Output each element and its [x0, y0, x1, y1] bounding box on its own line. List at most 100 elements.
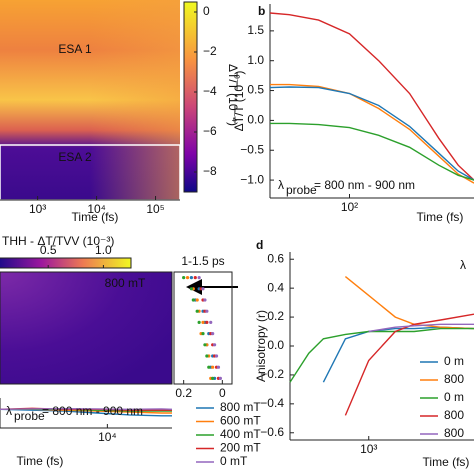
legend-label: 0 m — [444, 390, 464, 404]
scatter-point — [207, 365, 211, 369]
y-tick-label: 0.5 — [247, 83, 264, 97]
y-tick-label: 0.4 — [267, 280, 284, 294]
data-line — [0, 408, 172, 417]
scatter-point — [201, 332, 205, 336]
scatter-point — [195, 309, 199, 313]
x-tick-label: 10³ — [29, 202, 46, 216]
colorbar-tick-label: 1.0 — [95, 243, 112, 257]
x-tick-label: 10⁵ — [146, 202, 164, 216]
legend-label: 200 mT — [220, 441, 261, 455]
panel-label: d — [256, 238, 263, 252]
scatter-point — [191, 298, 195, 302]
heatmap-a-shade — [0, 0, 180, 200]
panel-title: 1-1.5 ps — [181, 254, 224, 268]
annotation: = 800 nm - 900 nm — [314, 178, 415, 192]
annotation: ESA 2 — [58, 150, 92, 164]
annotation: λ — [6, 404, 12, 418]
colorbar-label: ΔT/T (10⁻⁴) — [226, 64, 240, 126]
y-tick-label: 1.5 — [247, 23, 264, 37]
x-tick-label: 10⁴ — [87, 202, 106, 216]
colorbar-tick-label: 0.5 — [40, 243, 57, 257]
scatter-point — [216, 365, 221, 369]
colorbar-tick-label: 0 — [203, 4, 210, 18]
scatter-point — [189, 287, 193, 291]
x-tick-label: 10² — [341, 200, 358, 214]
y-tick-label: −0.6 — [260, 425, 284, 439]
annotation: ESA 1 — [58, 42, 92, 56]
x-axis-label: Time (fs) — [17, 454, 64, 468]
x-tick-label: 0.2 — [175, 386, 192, 400]
y-tick-label: 1.0 — [247, 53, 264, 67]
data-line — [270, 83, 474, 184]
x-axis-label: Time (fs) — [72, 210, 119, 224]
scatter-point — [185, 276, 190, 280]
x-axis-label: Time (fs) — [417, 210, 464, 224]
colorbar — [0, 257, 132, 269]
y-axis-label: Anisotropy (r) — [254, 310, 268, 382]
data-line — [270, 122, 474, 181]
heatmap-c — [0, 272, 172, 384]
data-line — [269, 86, 474, 181]
legend-label: 800 — [444, 426, 464, 440]
frame — [0, 271, 173, 385]
colorbar-tick-label: −4 — [203, 84, 217, 98]
annotation: = 800 nm - 900 nm — [42, 404, 143, 418]
colorbar-label: THH - ΔT/TVV (10⁻³) — [2, 234, 114, 248]
y-tick-label: 0.2 — [267, 309, 284, 323]
data-line — [0, 407, 173, 411]
x-tick-label: 0 — [219, 386, 226, 400]
scatter-point — [211, 365, 215, 369]
x-tick-label: 10⁴ — [98, 430, 117, 444]
scatter-point — [182, 276, 186, 280]
scatter-point — [193, 276, 197, 280]
x-tick-label: 10³ — [360, 442, 377, 456]
y-tick-label: 0.0 — [267, 338, 284, 352]
scatter-point — [197, 276, 201, 280]
colorbar-tick-label: −8 — [203, 164, 217, 178]
frame — [173, 271, 233, 385]
legend-label: 600 mT — [220, 414, 261, 428]
annotation: probe — [14, 409, 45, 423]
scatter-point — [205, 320, 209, 324]
legend-label: 800 — [444, 372, 464, 386]
colorbar — [183, 1, 198, 193]
scatter-point — [218, 376, 222, 380]
x-axis-label: Time (fs) — [423, 455, 470, 469]
scatter-point — [197, 320, 201, 324]
legend-label: 400 mT — [220, 427, 261, 441]
scatter-point — [214, 354, 219, 358]
data-line — [368, 323, 474, 333]
scatter-point — [201, 287, 205, 291]
scatter-point — [205, 354, 209, 358]
scatter-point — [195, 298, 199, 302]
y-tick-label: 0.6 — [267, 251, 284, 265]
scatter-point — [213, 343, 217, 347]
legend-label: 0 mT — [220, 454, 248, 468]
legend-label: 0 m — [444, 354, 464, 368]
legend-label: 800 mT — [220, 400, 261, 414]
scatter-point — [203, 343, 207, 347]
y-tick-label: −0.4 — [260, 396, 284, 410]
data-line — [269, 12, 474, 181]
scatter-point — [189, 276, 193, 280]
scatter-point — [203, 298, 207, 302]
y-tick-label: −0.2 — [260, 367, 284, 381]
y-tick-label: −0.5 — [240, 142, 264, 156]
annotation: λ — [460, 258, 466, 272]
scatter-point — [211, 332, 215, 336]
colorbar-tick-label: −2 — [203, 44, 217, 58]
y-axis-label: ΔT/T (10⁻³) — [232, 71, 246, 132]
panel-label: b — [258, 4, 265, 18]
annotation: λ — [278, 178, 284, 192]
legend-label: 800 — [444, 408, 464, 422]
data-line — [344, 313, 474, 416]
y-tick-label: −1.0 — [240, 172, 264, 186]
scatter-point — [211, 376, 215, 380]
annotation: 800 mT — [105, 276, 146, 290]
y-tick-label: 0.0 — [247, 113, 264, 127]
data-line — [344, 276, 474, 330]
annotation: probe — [286, 183, 317, 197]
scatter-point — [209, 320, 213, 324]
scatter-point — [201, 320, 205, 324]
